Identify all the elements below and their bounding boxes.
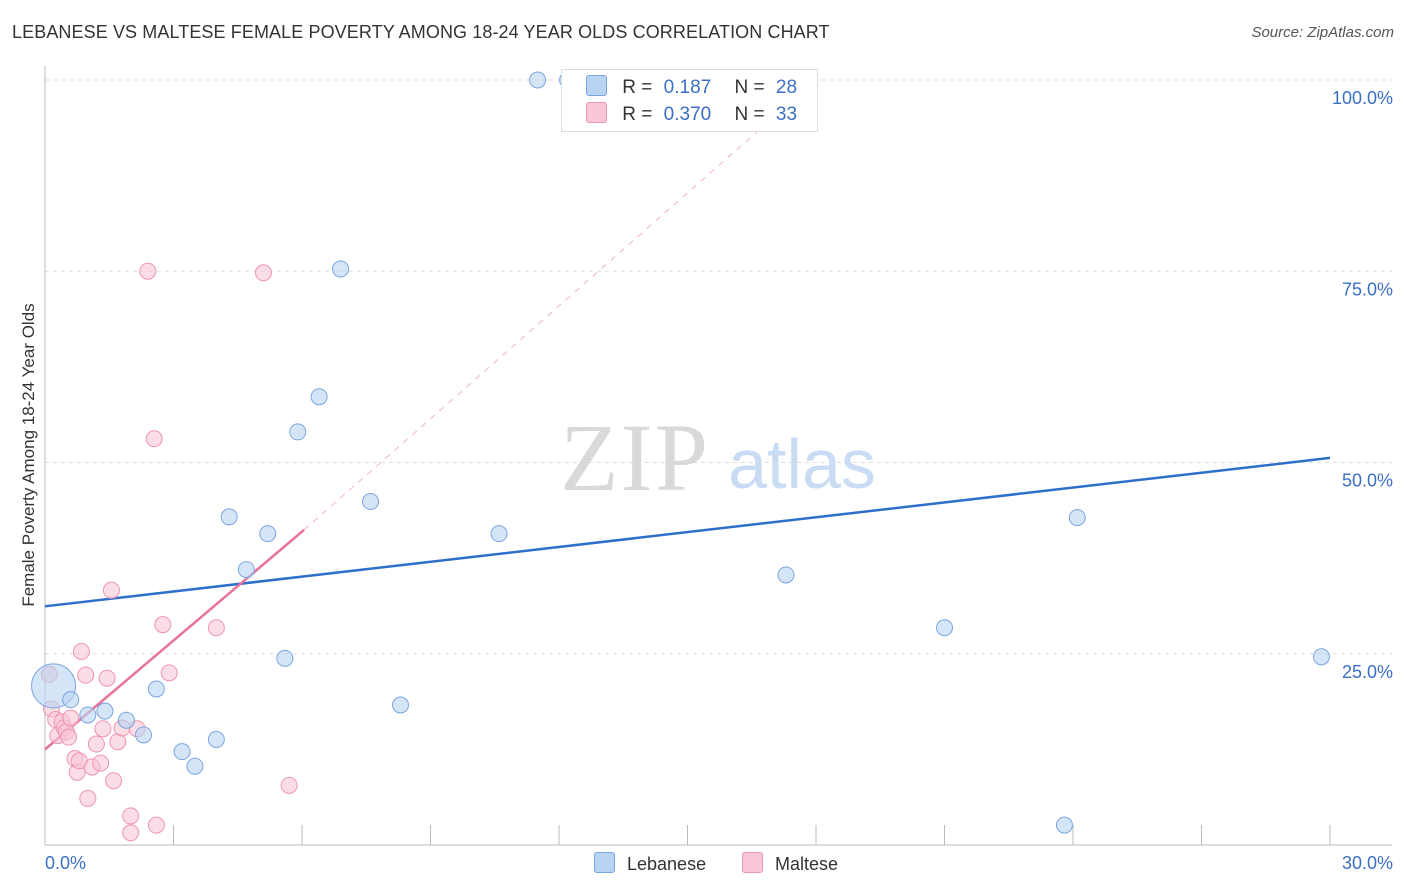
axes <box>44 66 1392 846</box>
maltese-swatch <box>586 102 607 123</box>
n-value: 33 <box>775 104 798 125</box>
r-value: 0.370 <box>663 104 712 125</box>
maltese-point <box>122 824 140 842</box>
watermark-atlas: atlas <box>728 425 876 503</box>
x-tick-label: 30.0% <box>1342 853 1393 873</box>
chart-title: LEBANESE VS MALTESE FEMALE POVERTY AMONG… <box>12 22 830 42</box>
r-label: R = <box>622 104 653 125</box>
maltese-point <box>92 754 110 772</box>
legend-label: Lebanese <box>627 854 707 874</box>
lebanese-point <box>237 561 255 579</box>
tick-labels: 25.0% 50.0% 75.0% 100.0% 0.0% 30.0% <box>45 88 1393 873</box>
maltese-point <box>72 642 90 660</box>
lebanese-point <box>289 423 307 441</box>
lebanese-trend-line <box>44 456 1331 608</box>
maltese-point <box>98 669 116 687</box>
correlation-legend: R = 0.187 N = 28 R = 0.370 N = 33 <box>561 69 818 132</box>
lebanese-point <box>1055 816 1073 834</box>
maltese-point <box>280 776 298 794</box>
lebanese-point <box>276 649 294 667</box>
y-tick-label: 75.0% <box>1342 279 1393 299</box>
maltese-point <box>139 262 157 280</box>
lebanese-point <box>1312 648 1330 666</box>
lebanese-point <box>1068 509 1086 527</box>
maltese-swatch <box>742 852 763 873</box>
lebanese-point <box>392 696 410 714</box>
lebanese-point <box>529 71 547 89</box>
lebanese-point <box>96 702 114 720</box>
x-tick-label: 0.0% <box>45 853 86 873</box>
legend-row-maltese: R = 0.370 N = 33 <box>586 102 797 128</box>
lebanese-swatch <box>594 852 615 873</box>
lebanese-point <box>207 730 225 748</box>
lebanese-point <box>117 711 135 729</box>
maltese-point <box>147 816 165 834</box>
maltese-point <box>254 264 272 282</box>
y-axis-label: Female Poverty Among 18-24 Year Olds <box>19 303 38 606</box>
legend-item-lebanese: Lebanese <box>594 852 706 875</box>
source-label: Source: ZipAtlas.com <box>1251 24 1394 41</box>
lebanese-point <box>259 525 277 543</box>
maltese-point <box>160 664 178 682</box>
maltese-point <box>154 616 172 634</box>
lebanese-point <box>135 726 153 744</box>
lebanese-swatch <box>586 75 607 96</box>
r-value: 0.187 <box>663 77 712 98</box>
maltese-point <box>77 666 95 684</box>
maltese-point <box>145 430 163 448</box>
lebanese-point <box>220 508 238 526</box>
maltese-point <box>102 581 120 599</box>
maltese-point <box>94 720 112 738</box>
lebanese-point <box>79 706 97 724</box>
lebanese-point <box>62 691 80 709</box>
maltese-point <box>62 709 80 727</box>
legend-row-lebanese: R = 0.187 N = 28 <box>586 75 797 101</box>
lebanese-point <box>332 260 350 278</box>
y-tick-label: 25.0% <box>1342 662 1393 682</box>
series-legend: Lebanese Maltese <box>0 852 1406 876</box>
maltese-point <box>122 807 140 825</box>
maltese-point <box>79 789 97 807</box>
maltese-point <box>87 735 105 753</box>
lebanese-point <box>310 388 328 406</box>
legend-item-maltese: Maltese <box>742 852 838 875</box>
n-label: N = <box>734 104 765 125</box>
y-tick-label: 100.0% <box>1332 88 1393 108</box>
maltese-point <box>105 772 123 790</box>
lebanese-point <box>490 525 508 543</box>
n-label: N = <box>734 77 765 98</box>
lebanese-point <box>173 743 191 761</box>
maltese-point <box>60 728 78 746</box>
n-value: 28 <box>775 77 798 98</box>
lebanese-point <box>186 757 204 775</box>
maltese-trend-extension <box>303 79 817 531</box>
lebanese-point <box>777 566 795 584</box>
y-tick-label: 50.0% <box>1342 471 1393 491</box>
maltese-point <box>207 619 225 637</box>
watermark-zip: ZIP <box>560 404 710 511</box>
watermark: ZIP atlas <box>560 404 876 511</box>
lebanese-point <box>362 493 380 511</box>
lebanese-point <box>147 680 165 698</box>
legend-label: Maltese <box>775 854 839 874</box>
lebanese-point <box>936 619 953 637</box>
r-label: R = <box>622 77 653 98</box>
